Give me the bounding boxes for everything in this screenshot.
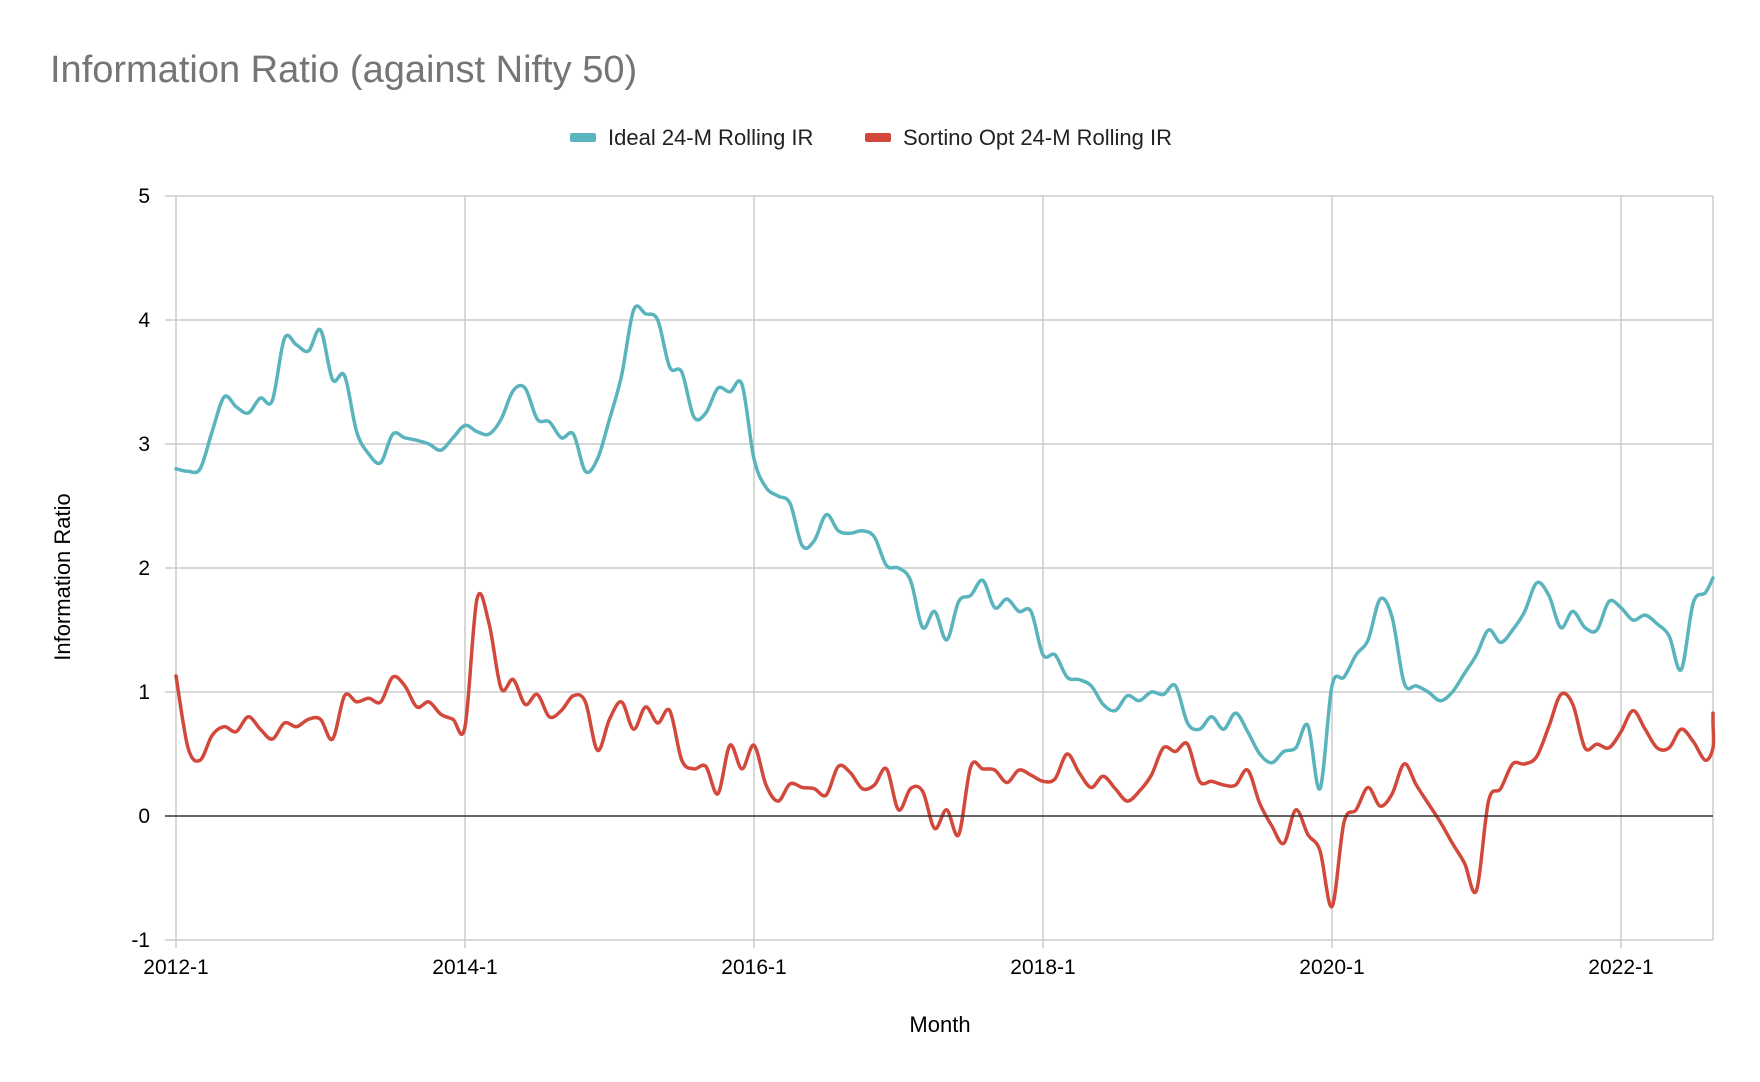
y-tick-label: 5 bbox=[138, 185, 150, 208]
x-tick-label: 2016-1 bbox=[721, 956, 786, 979]
chart-title: Information Ratio (against Nifty 50) bbox=[50, 49, 637, 91]
series-lines bbox=[174, 304, 1716, 909]
x-tick-label: 2012-1 bbox=[143, 956, 208, 979]
series-line-2 bbox=[174, 591, 1716, 909]
y-tick-label: 3 bbox=[138, 433, 150, 456]
y-axis-title: Information Ratio bbox=[50, 493, 75, 661]
x-axis-title: Month bbox=[909, 1012, 970, 1037]
legend-swatch-1 bbox=[570, 133, 596, 142]
y-tick-label: 1 bbox=[138, 681, 150, 704]
legend-label-2: Sortino Opt 24-M Rolling IR bbox=[903, 125, 1172, 150]
legend: Ideal 24-M Rolling IR Sortino Opt 24-M Ro… bbox=[570, 125, 1172, 150]
x-tick-label: 2014-1 bbox=[432, 956, 497, 979]
legend-swatch-2 bbox=[865, 133, 891, 142]
series-line-1 bbox=[174, 304, 1715, 791]
y-tick-label: 4 bbox=[138, 309, 150, 332]
x-tick-label: 2018-1 bbox=[1010, 956, 1075, 979]
legend-label-1: Ideal 24-M Rolling IR bbox=[608, 125, 813, 150]
y-tick-label: 0 bbox=[138, 805, 150, 828]
axes: -1 0 1 2 3 4 5 2012-1 2014-1 2016-1 2018-1 2020-1 20… bbox=[131, 185, 1713, 979]
x-tick-label: 2022-1 bbox=[1588, 956, 1653, 979]
y-tick-label: 2 bbox=[138, 557, 150, 580]
y-tick-label: -1 bbox=[131, 929, 150, 952]
x-tick-label: 2020-1 bbox=[1299, 956, 1364, 979]
grid bbox=[165, 195, 1714, 948]
